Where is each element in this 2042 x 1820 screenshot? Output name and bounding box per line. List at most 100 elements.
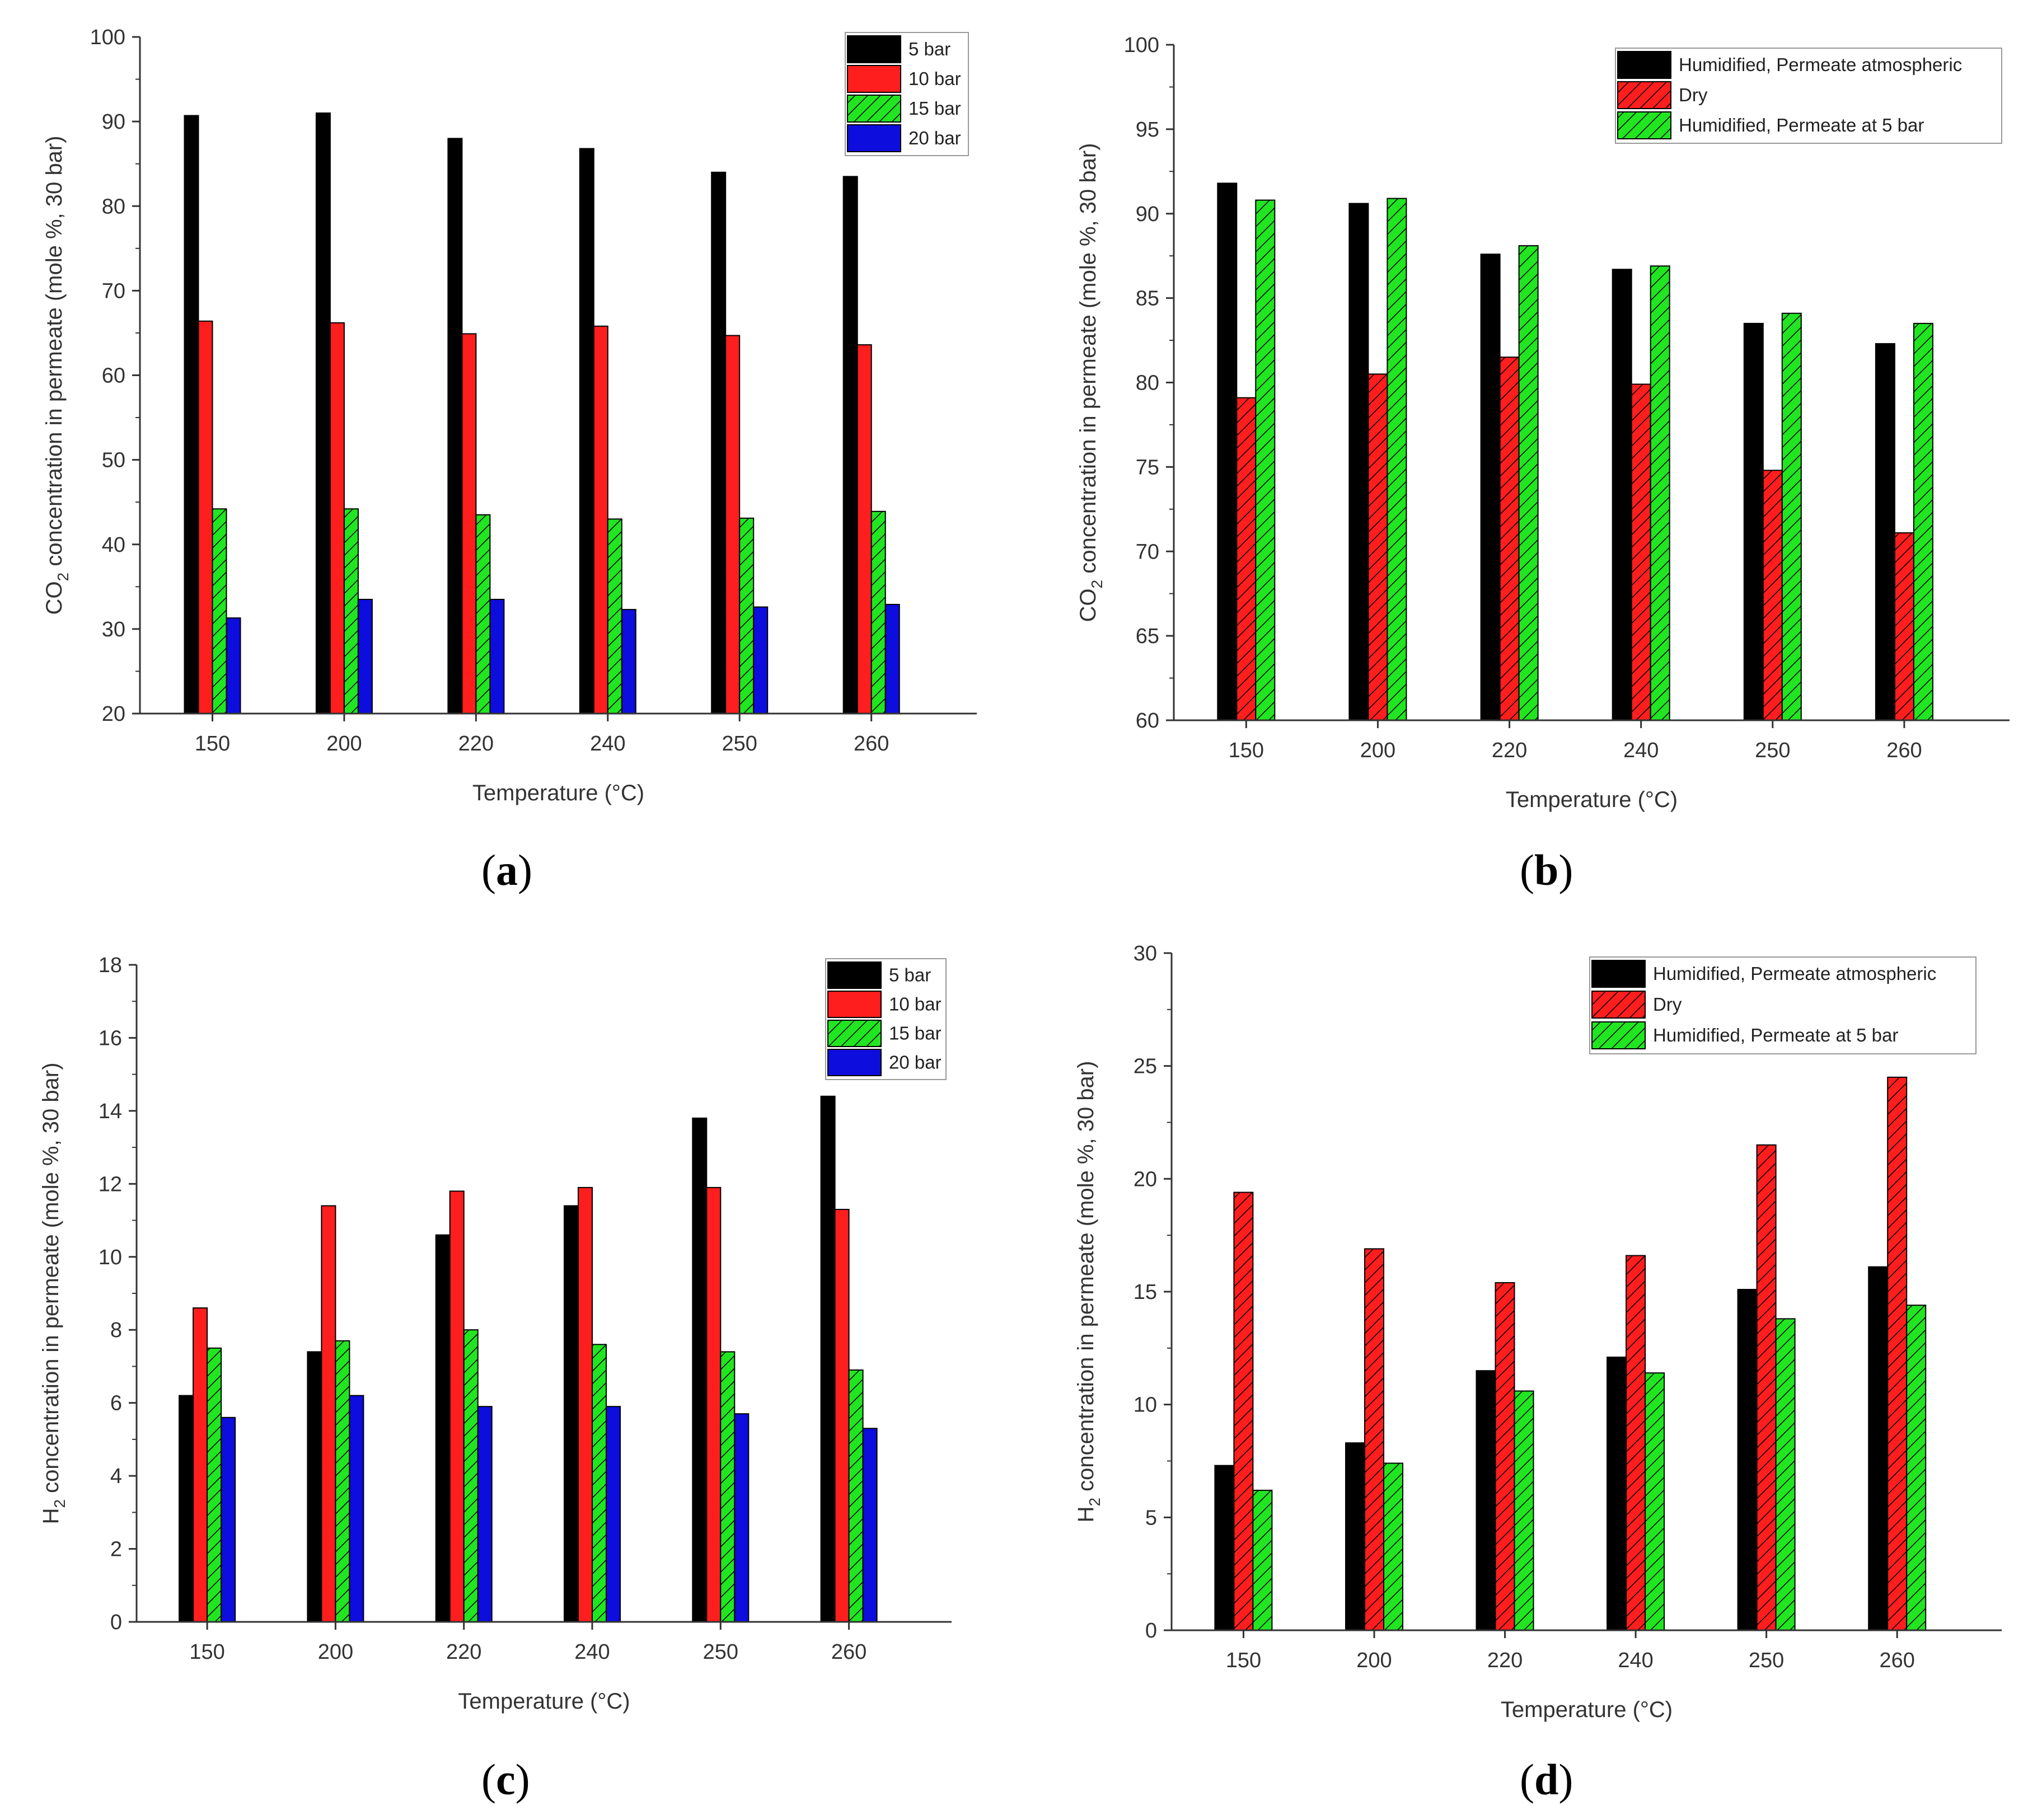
bar-a-s2-250 bbox=[739, 517, 755, 715]
bar-c-s3-150 bbox=[221, 1416, 236, 1623]
y-tick-label-b: 85 bbox=[1136, 287, 1159, 311]
bar-a-s2-200 bbox=[343, 508, 359, 714]
bar-a-s1-150 bbox=[198, 320, 213, 714]
chart-panel-b: 60 65 70 75 80 85 90 95 100 150 200 220 240 250 260 Tem… bbox=[1076, 34, 2010, 812]
legend-label-d-0: Humidified, Permeate atmospheric bbox=[1653, 963, 1936, 984]
y-tick-label-b: 75 bbox=[1136, 456, 1159, 479]
bar-d-s2-220 bbox=[1514, 1390, 1534, 1631]
x-tick-label-d: 260 bbox=[1879, 1649, 1914, 1672]
bar-b-s0-220 bbox=[1480, 254, 1501, 721]
bar-c-s0-260 bbox=[820, 1095, 836, 1623]
y-tick-label-c: 6 bbox=[110, 1392, 122, 1415]
legend-label-d-1: Dry bbox=[1653, 994, 1682, 1015]
bar-b-s2-250 bbox=[1781, 312, 1802, 721]
bar-a-s1-240 bbox=[593, 325, 608, 714]
bar-a-s1-260 bbox=[856, 344, 872, 714]
legend-label-b-1: Dry bbox=[1679, 85, 1708, 105]
bar-a-s0-150 bbox=[184, 115, 199, 714]
legend-label-d-2: Humidified, Permeate at 5 bar bbox=[1653, 1025, 1898, 1045]
bar-c-s2-220 bbox=[463, 1329, 479, 1622]
y-tick-label-b: 95 bbox=[1136, 118, 1159, 142]
y-tick-label-c: 14 bbox=[99, 1100, 122, 1123]
legend-label-c-2: 15 bar bbox=[889, 1023, 942, 1044]
y-tick-label-a: 30 bbox=[102, 618, 125, 641]
x-tick-label-a: 150 bbox=[195, 732, 230, 756]
bar-a-s0-200 bbox=[315, 112, 331, 714]
bar-c-s0-220 bbox=[435, 1234, 451, 1623]
y-tick-label-d: 25 bbox=[1134, 1055, 1157, 1078]
legend-swatch-c-2 bbox=[827, 1020, 882, 1047]
bar-b-s2-200 bbox=[1387, 198, 1407, 721]
bar-c-s1-220 bbox=[449, 1190, 465, 1622]
bar-d-s0-260 bbox=[1868, 1266, 1889, 1631]
bar-a-s1-200 bbox=[329, 322, 345, 714]
legend-label-c-1: 10 bar bbox=[889, 994, 942, 1015]
legend-swatch-b-1 bbox=[1617, 81, 1671, 109]
bar-c-s2-250 bbox=[720, 1351, 736, 1622]
x-tick-label-c: 240 bbox=[574, 1640, 610, 1664]
y-tick-label-a: 50 bbox=[102, 449, 125, 472]
bar-a-s2-240 bbox=[607, 518, 622, 715]
bar-c-s0-150 bbox=[179, 1395, 194, 1623]
bar-b-s0-240 bbox=[1612, 269, 1632, 721]
bar-c-s1-250 bbox=[706, 1186, 722, 1622]
x-tick-label-b: 200 bbox=[1360, 739, 1395, 762]
legend-swatch-a-1 bbox=[847, 65, 901, 93]
legend-label-a-2: 15 bar bbox=[908, 98, 961, 119]
x-axis-label-b: Temperature (°C) bbox=[1506, 787, 1678, 812]
x-tick-label-a: 260 bbox=[854, 732, 889, 756]
y-tick-label-b: 100 bbox=[1124, 34, 1159, 57]
y-tick-label-d: 10 bbox=[1134, 1394, 1157, 1417]
bar-c-s3-220 bbox=[477, 1406, 493, 1622]
bar-d-s2-150 bbox=[1252, 1489, 1273, 1631]
bar-a-s2-220 bbox=[475, 514, 491, 715]
y-tick-label-c: 16 bbox=[99, 1026, 122, 1050]
y-tick-label-b: 90 bbox=[1136, 203, 1159, 226]
x-tick-label-b: 250 bbox=[1755, 739, 1790, 762]
legend-swatch-b-0 bbox=[1617, 51, 1671, 79]
panel-caption-c: (c) bbox=[481, 1755, 530, 1804]
bar-c-s2-150 bbox=[207, 1347, 222, 1623]
bar-b-s0-260 bbox=[1875, 343, 1895, 721]
legend-label-b-2: Humidified, Permeate at 5 bar bbox=[1679, 115, 1924, 135]
x-tick-label-d: 220 bbox=[1487, 1649, 1523, 1672]
legend-d bbox=[1589, 956, 1977, 1054]
bar-d-s1-220 bbox=[1495, 1282, 1515, 1631]
y-tick-label-a: 80 bbox=[102, 195, 125, 218]
bar-b-s2-220 bbox=[1518, 245, 1539, 721]
x-tick-label-a: 250 bbox=[722, 732, 757, 756]
x-axis-label-d: Temperature (°C) bbox=[1501, 1697, 1673, 1722]
x-tick-label-c: 150 bbox=[189, 1640, 224, 1664]
y-tick-label-d: 20 bbox=[1134, 1167, 1157, 1191]
x-tick-label-c: 260 bbox=[831, 1640, 867, 1664]
legend-b bbox=[1615, 48, 2002, 144]
y-tick-label-a: 20 bbox=[102, 702, 125, 726]
bar-c-s3-260 bbox=[862, 1428, 878, 1623]
legend-label-a-1: 10 bar bbox=[908, 68, 961, 89]
bar-d-s0-240 bbox=[1607, 1357, 1627, 1631]
x-tick-label-b: 240 bbox=[1623, 739, 1659, 762]
y-tick-label-c: 2 bbox=[110, 1538, 122, 1561]
bar-b-s2-150 bbox=[1255, 199, 1276, 721]
y-axis-label-b: CO2 concentration in permeate (mole %, 3… bbox=[1076, 143, 1106, 622]
y-tick-label-d: 30 bbox=[1134, 942, 1157, 965]
bar-a-s2-150 bbox=[212, 508, 227, 714]
bar-b-s1-200 bbox=[1367, 373, 1388, 721]
bar-a-s1-250 bbox=[725, 335, 741, 714]
chart-panel-a: 20 30 40 50 60 70 80 90 100 150 200 220 240 250 260 Tem… bbox=[42, 26, 977, 805]
bar-c-s3-200 bbox=[349, 1395, 364, 1623]
bar-c-s1-150 bbox=[193, 1307, 208, 1623]
legend-swatch-b-2 bbox=[1617, 111, 1671, 139]
legend-swatch-d-0 bbox=[1591, 960, 1646, 988]
legend-swatch-c-3 bbox=[827, 1049, 882, 1076]
bar-a-s3-150 bbox=[226, 617, 241, 714]
y-axis-label-a: CO2 concentration in permeate (mole %, 3… bbox=[42, 136, 72, 615]
x-tick-label-c: 200 bbox=[318, 1640, 353, 1664]
bar-a-s3-260 bbox=[884, 604, 900, 714]
bar-b-s0-150 bbox=[1217, 182, 1238, 721]
y-tick-label-c: 4 bbox=[110, 1465, 122, 1488]
x-tick-label-d: 250 bbox=[1749, 1649, 1784, 1672]
x-tick-label-a: 240 bbox=[590, 732, 625, 756]
bar-b-s1-260 bbox=[1894, 532, 1914, 721]
legend-swatch-d-1 bbox=[1591, 991, 1646, 1019]
